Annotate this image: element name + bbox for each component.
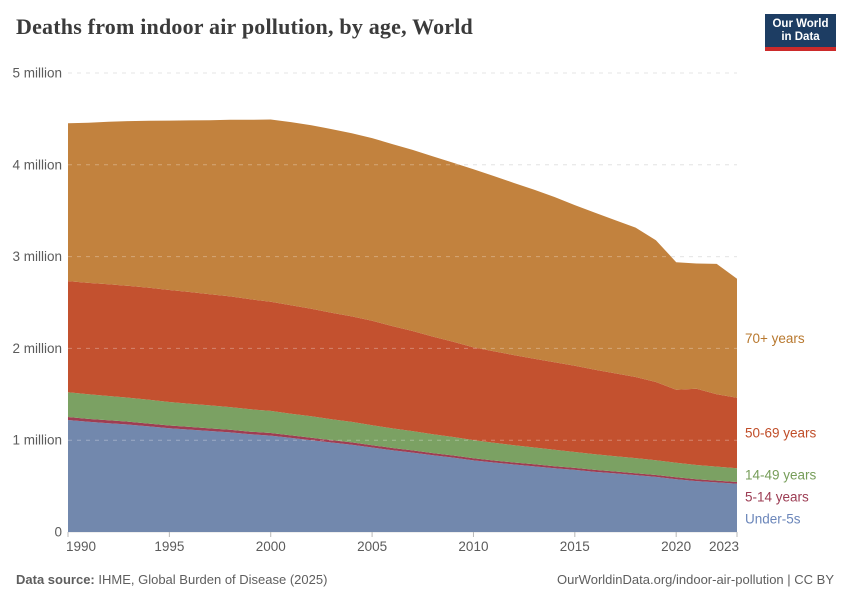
area-5-14-years (68, 417, 737, 484)
owid-logo-line1: Our World (772, 18, 829, 30)
y-axis-label-0: 0 (54, 525, 62, 540)
legend-label-14-49-years: 14-49 years (745, 468, 817, 483)
owid-logo[interactable]: Our World in Data (765, 14, 836, 51)
y-axis-label-2-million: 2 million (12, 341, 62, 356)
x-axis-label-2010: 2010 (458, 539, 488, 554)
x-axis-label-2005: 2005 (357, 539, 387, 554)
y-axis-label-3-million: 3 million (12, 249, 62, 264)
data-source-text: IHME, Global Burden of Disease (2025) (98, 572, 328, 587)
x-axis-label-2023: 2023 (709, 539, 739, 554)
chart-footer: Data source: IHME, Global Burden of Dise… (16, 572, 834, 587)
y-axis-label-5-million: 5 million (12, 66, 62, 81)
x-axis-label-1995: 1995 (154, 539, 184, 554)
legend-label-5-14-years: 5-14 years (745, 490, 809, 505)
x-axis-label-2000: 2000 (256, 539, 286, 554)
area-under-5s (68, 420, 737, 532)
page-title: Deaths from indoor air pollution, by age… (16, 14, 473, 39)
x-axis-label-2015: 2015 (560, 539, 590, 554)
y-axis-label-1-million: 1 million (12, 433, 62, 448)
data-source-label: Data source: (16, 572, 95, 587)
area-70-years (68, 119, 737, 398)
attribution-link[interactable]: OurWorldinData.org/indoor-air-pollution … (557, 572, 834, 587)
legend-label-70-years: 70+ years (745, 331, 805, 346)
owid-logo-line2: in Data (781, 31, 820, 43)
x-axis-label-2020: 2020 (661, 539, 691, 554)
area-14-49-years (68, 392, 737, 482)
legend-label-under-5s: Under-5s (745, 512, 801, 527)
area-50-69-years (68, 281, 737, 469)
data-source-note: Data source: IHME, Global Burden of Dise… (16, 572, 327, 587)
legend-label-50-69-years: 50-69 years (745, 425, 817, 440)
x-axis-label-1990: 1990 (66, 539, 96, 554)
y-axis-label-4-million: 4 million (12, 157, 62, 172)
